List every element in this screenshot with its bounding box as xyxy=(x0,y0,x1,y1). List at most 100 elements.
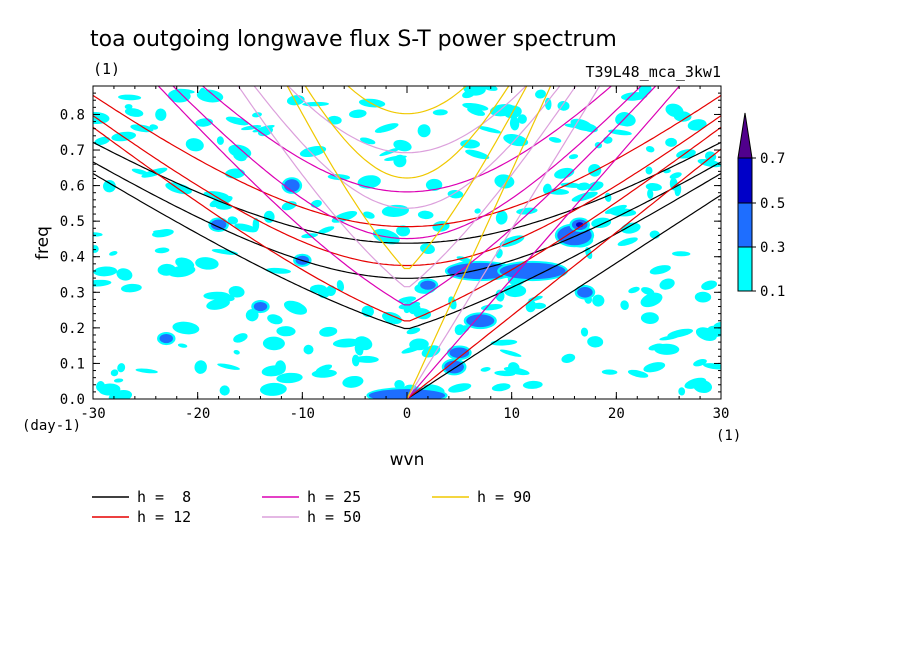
field-patch xyxy=(432,109,448,116)
field-patch xyxy=(701,280,718,291)
colorbar-band xyxy=(737,202,753,248)
field-patch xyxy=(315,364,333,373)
field-patch xyxy=(713,321,721,329)
field-patch xyxy=(409,338,429,351)
field-patch xyxy=(684,377,707,389)
field-patch xyxy=(678,387,686,396)
colorbar-band xyxy=(737,246,753,292)
field-patch xyxy=(257,126,274,137)
y-tick-label: 0.7 xyxy=(60,143,85,159)
field-patch xyxy=(456,256,473,263)
y-tick-label: 0.6 xyxy=(60,179,85,195)
field-patch xyxy=(252,217,260,232)
field-patch xyxy=(225,116,249,126)
field-patch xyxy=(592,294,605,307)
colorbar-level-label: 0.5 xyxy=(760,196,785,212)
dispersion-curve-h50-ig2 xyxy=(287,86,527,154)
field-patch xyxy=(241,125,262,131)
field-patch xyxy=(349,109,367,119)
field-patch xyxy=(211,248,238,255)
field-patch xyxy=(276,372,303,384)
field-patch xyxy=(669,172,682,179)
field-patch xyxy=(393,154,407,168)
field-blob xyxy=(424,283,432,288)
field-patch xyxy=(672,251,691,257)
chart-title: toa outgoing longwave flux S-T power spe… xyxy=(90,27,617,52)
field-patch xyxy=(425,178,443,191)
field-patch xyxy=(261,365,286,377)
field-patch xyxy=(318,226,335,234)
y-tick-label: 0.3 xyxy=(60,285,85,301)
field-patch xyxy=(93,232,103,237)
field-patch xyxy=(336,280,345,292)
x-tick-label: -30 xyxy=(80,406,105,422)
field-blob xyxy=(449,363,460,371)
dispersion-curve-h8-mrg xyxy=(93,172,721,330)
x-tick-label: 0 xyxy=(403,406,411,422)
field-patch xyxy=(508,362,520,373)
dispersion-curve-h90-ig1 xyxy=(304,86,510,179)
field-patch xyxy=(267,314,283,325)
field-patch xyxy=(608,129,632,136)
y-tick-label: 0.5 xyxy=(60,214,85,230)
dispersion-curve-h12-kelvin xyxy=(406,148,721,399)
field-patch xyxy=(228,286,245,298)
field-patch xyxy=(265,267,291,274)
field-patch xyxy=(93,266,118,277)
field-patch xyxy=(568,154,579,160)
field-patch xyxy=(303,344,314,355)
field-patch xyxy=(665,137,677,147)
field-patch xyxy=(167,89,191,103)
field-patch xyxy=(640,312,659,325)
colorbar-band xyxy=(737,157,753,204)
field-patch xyxy=(517,114,527,124)
field-patch xyxy=(576,182,591,191)
field-patch xyxy=(118,94,142,101)
field-patch xyxy=(262,336,285,351)
x-tick-label: 10 xyxy=(503,406,520,422)
field-patch xyxy=(194,360,207,374)
field-patch xyxy=(432,221,450,232)
field-patch xyxy=(281,201,297,211)
field-patch xyxy=(571,191,598,202)
field-patch xyxy=(548,137,562,143)
dispersion-curve-h8-ig2 xyxy=(93,141,721,244)
x-tick-label: -10 xyxy=(290,406,315,422)
dispersion-curve-h90-kelvin xyxy=(406,86,552,399)
field-patch xyxy=(448,383,472,393)
field-patch xyxy=(665,103,684,118)
legend-label: h = 25 xyxy=(307,488,361,506)
x-axis-label: wvn xyxy=(390,450,425,470)
field-patch xyxy=(354,342,364,356)
field-patch xyxy=(698,328,721,338)
field-patch xyxy=(357,175,381,189)
field-patch xyxy=(117,363,126,373)
y-tick-label: 0.1 xyxy=(60,356,85,372)
field-patch xyxy=(460,139,480,149)
field-patch xyxy=(647,188,654,199)
field-patch xyxy=(379,147,401,157)
field-patch xyxy=(374,123,399,133)
field-patch xyxy=(591,217,612,229)
field-patch xyxy=(627,369,649,378)
field-patch xyxy=(645,166,653,175)
field-patch xyxy=(172,321,200,335)
field-patch xyxy=(491,383,511,392)
y-tick-label: 0.8 xyxy=(60,107,85,123)
field-patch xyxy=(153,230,173,235)
dispersion-curve-h50-ig1 xyxy=(253,86,561,209)
field-patch xyxy=(503,284,527,298)
field-patch xyxy=(394,380,405,390)
dispersion-curve-h50-kelvin xyxy=(406,86,601,399)
dispersion-curve-h50-mrg xyxy=(237,86,577,288)
field-patch xyxy=(477,126,502,134)
field-patch xyxy=(233,350,240,355)
field-patch xyxy=(319,326,338,337)
field-patch xyxy=(522,380,543,389)
y-tick-label: 0.0 xyxy=(60,392,85,408)
field-patch xyxy=(93,279,112,287)
legend-label: h = 8 xyxy=(137,488,191,506)
field-patch xyxy=(109,251,118,256)
field-patch xyxy=(407,302,421,315)
field-patch xyxy=(168,265,196,278)
